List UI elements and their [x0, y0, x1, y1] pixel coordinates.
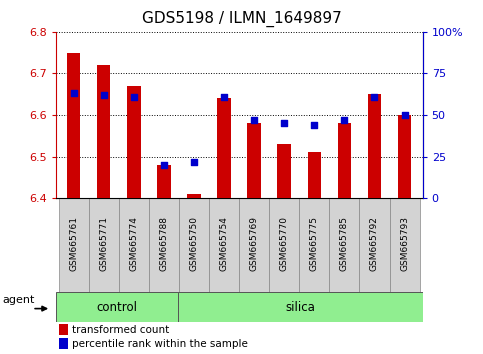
Text: GSM665774: GSM665774 — [129, 216, 138, 271]
Text: agent: agent — [3, 295, 35, 304]
Bar — [389, 198, 420, 292]
Bar — [187, 194, 201, 198]
Bar — [157, 165, 170, 198]
Text: silica: silica — [285, 301, 315, 314]
Bar — [97, 65, 111, 198]
Point — [100, 92, 108, 98]
Point — [341, 117, 348, 123]
Bar — [247, 124, 261, 198]
Bar — [398, 115, 412, 198]
Bar — [368, 94, 381, 198]
Bar — [58, 198, 89, 292]
Text: GSM665754: GSM665754 — [220, 216, 228, 271]
Point — [401, 112, 409, 118]
Bar — [178, 292, 423, 322]
Bar — [59, 324, 69, 335]
Point — [220, 94, 228, 99]
Point — [70, 91, 77, 96]
Text: GSM665785: GSM665785 — [340, 216, 349, 271]
Point — [190, 159, 198, 165]
Point — [370, 94, 378, 99]
Text: GSM665769: GSM665769 — [250, 216, 258, 271]
Bar — [299, 198, 329, 292]
Text: percentile rank within the sample: percentile rank within the sample — [72, 339, 248, 349]
Text: GSM665770: GSM665770 — [280, 216, 289, 271]
Text: GSM665793: GSM665793 — [400, 216, 409, 271]
Bar — [239, 198, 269, 292]
Bar — [329, 198, 359, 292]
Bar — [338, 124, 351, 198]
Text: GSM665761: GSM665761 — [69, 216, 78, 271]
Bar — [209, 198, 239, 292]
Point — [280, 120, 288, 126]
Text: GSM665788: GSM665788 — [159, 216, 169, 271]
Bar — [359, 198, 389, 292]
Bar — [277, 144, 291, 198]
Bar — [179, 198, 209, 292]
Bar — [149, 198, 179, 292]
Text: control: control — [96, 301, 137, 314]
Bar — [67, 53, 80, 198]
Point — [160, 162, 168, 168]
Bar — [89, 198, 119, 292]
Bar — [269, 198, 299, 292]
Bar — [308, 153, 321, 198]
Bar — [119, 198, 149, 292]
Point — [130, 94, 138, 99]
Text: GSM665771: GSM665771 — [99, 216, 108, 271]
Point — [311, 122, 318, 128]
Text: GDS5198 / ILMN_1649897: GDS5198 / ILMN_1649897 — [142, 11, 341, 27]
Bar — [217, 98, 231, 198]
Text: GSM665750: GSM665750 — [189, 216, 199, 271]
Bar — [59, 338, 69, 349]
Text: GSM665775: GSM665775 — [310, 216, 319, 271]
Text: transformed count: transformed count — [72, 325, 170, 335]
Bar — [127, 86, 141, 198]
Point — [250, 117, 258, 123]
Text: GSM665792: GSM665792 — [370, 216, 379, 271]
Bar — [56, 292, 178, 322]
